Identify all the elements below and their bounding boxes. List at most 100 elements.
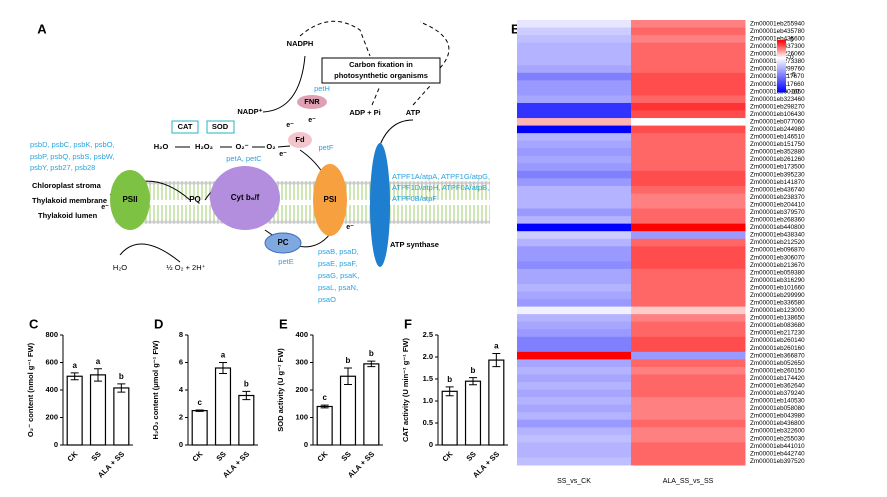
row-label: Zm00001eb397520 [750,458,805,465]
heatmap-cell [517,351,632,360]
diagram-label: psaB, psaD, [318,247,359,256]
diagram-label: Chloroplast stroma [32,181,102,190]
heatmap-cell [517,185,632,194]
heatmap-cell [631,314,746,323]
bar [238,394,255,446]
error-bar [117,383,126,393]
heatmap-cell [631,42,746,51]
row-label: Zm00001eb059380 [750,269,805,276]
y-tick-label: 0 [304,440,308,449]
heatmap-cell [517,223,632,232]
diagram-label: photosynthetic organisms [334,71,428,80]
diagram-label: psaG, psaK, [318,271,359,280]
heatmap-cell [517,201,632,210]
colorbar-segment [777,80,786,83]
heatmap-cell [631,321,746,330]
heatmap-cell [517,118,632,127]
heatmap-cell [631,457,746,466]
y-axis-label: O₂⁻ content (nmol g⁻¹ FW) [26,342,35,437]
row-label: Zm00001eb174420 [750,375,805,382]
heatmap-cell [517,193,632,202]
colorbar-tick-label: 0 [790,54,794,61]
heatmap-cell [631,419,746,428]
colorbar-segment [777,90,786,93]
significance-letter: b [119,372,124,381]
diagram-label: e⁻ [346,224,354,231]
significance-letter: a [494,342,499,351]
significance-letter: a [221,351,226,360]
x-tick-label: SS [464,449,477,462]
significance-letter: b [244,379,249,388]
heatmap-cell [631,185,746,194]
heatmap-cell [631,389,746,398]
error-bar [242,390,251,401]
heatmap-cell [517,268,632,277]
heatmap-cell [517,50,632,59]
colorbar-segment [777,53,786,55]
bar [316,405,333,446]
heatmap-cell [517,457,632,466]
colorbar-segment [777,81,786,84]
colorbar-segment [777,62,786,64]
y-tick-label: 0.5 [423,418,433,427]
x-tick-label: SS [339,449,352,462]
diagram-label: e⁻ [101,204,109,211]
column-label: SS_vs_CK [557,478,591,485]
diagram-label: petH [314,84,330,93]
x-tick-label: CK [315,449,329,463]
heatmap-cell [517,170,632,179]
colorbar-segment [777,68,786,71]
y-axis-label: H₂O₂ content (μmol g⁻¹ FW) [151,340,160,439]
heatmap-cell [517,434,632,443]
colorbar-segment [777,60,786,63]
row-label: Zm00001eb362640 [750,382,805,389]
diagram-label: Carbon fixation in [349,60,413,69]
heatmap-cell [631,238,746,247]
y-tick-label: 2.5 [423,330,433,339]
diagram-label: FNR [304,97,320,106]
heatmap-cell [517,449,632,458]
bar [488,359,505,446]
heatmap-cell [517,321,632,330]
colorbar-segment [777,40,786,42]
heatmap-cell [517,344,632,353]
row-label: Zm00001eb260150 [750,367,805,374]
fnr [297,95,327,109]
row-label: Zm00001eb083680 [750,322,805,329]
heatmap-cell [517,72,632,81]
heatmap-cell [517,65,632,74]
heatmap-cell [631,329,746,338]
diagram-label: H₂O₂ [195,142,213,151]
colorbar-tick-label: 5 [790,37,794,44]
colorbar-segment [777,89,786,92]
bar [363,363,380,446]
heatmap-cell [631,201,746,210]
row-label: Zm00001eb217230 [750,330,805,337]
y-tick-label: 8 [179,330,183,339]
row-label: Zm00001eb352880 [750,149,805,156]
y-tick-label: 1.0 [423,396,433,405]
heatmap-cell [631,72,746,81]
row-label: Zm00001eb212520 [750,239,805,246]
heatmap-cell [631,50,746,59]
row-label: Zm00001eb435600 [750,36,805,43]
row-label: Zm00001eb138650 [750,315,805,322]
diagram-label: PC [277,238,288,247]
heatmap-cell [631,359,746,368]
row-label: Zm00001eb140530 [750,398,805,405]
diagram-label: O₂ [266,142,275,151]
heatmap-cell [631,291,746,300]
bar [214,367,232,446]
diagram-label: psbP, psbQ, psbS, psbW, [30,152,115,161]
y-tick-label: 2 [179,412,183,421]
heatmap-cell [631,276,746,285]
heatmap-cell [517,427,632,436]
bar [339,375,357,446]
heatmap-cell [517,20,632,29]
heatmap-cell [517,133,632,142]
diagram-label: ATPF1D/atpH, ATPF0A/atpB, [392,183,489,192]
heatmap-cell [517,27,632,36]
cyt-b6f [210,166,280,230]
diagram-label: ½ O₂ + 2H⁺ [166,263,205,272]
heatmap-cell [631,442,746,451]
